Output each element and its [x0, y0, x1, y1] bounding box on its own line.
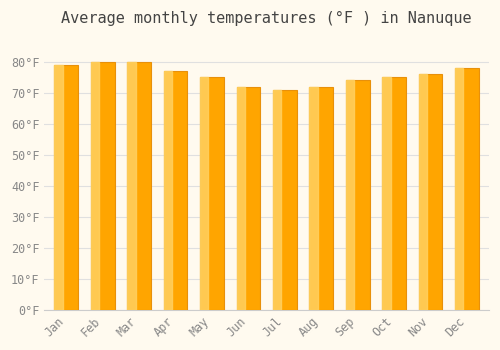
Bar [200, 77, 208, 310]
Bar [273, 90, 296, 310]
Bar [91, 62, 99, 310]
Bar [91, 62, 114, 310]
Bar [273, 90, 281, 310]
Bar [236, 86, 245, 310]
Bar [346, 80, 354, 310]
Bar [419, 74, 427, 310]
Bar [382, 77, 406, 310]
Bar [419, 74, 442, 310]
Bar [200, 77, 224, 310]
Bar [346, 80, 370, 310]
Bar [164, 71, 172, 310]
Bar [455, 68, 464, 310]
Bar [310, 86, 318, 310]
Bar [236, 86, 260, 310]
Bar [54, 65, 78, 310]
Bar [455, 68, 479, 310]
Bar [310, 86, 333, 310]
Bar [382, 77, 390, 310]
Bar [128, 62, 136, 310]
Bar [128, 62, 151, 310]
Bar [164, 71, 188, 310]
Bar [54, 65, 63, 310]
Title: Average monthly temperatures (°F ) in Nanuque: Average monthly temperatures (°F ) in Na… [62, 11, 472, 26]
